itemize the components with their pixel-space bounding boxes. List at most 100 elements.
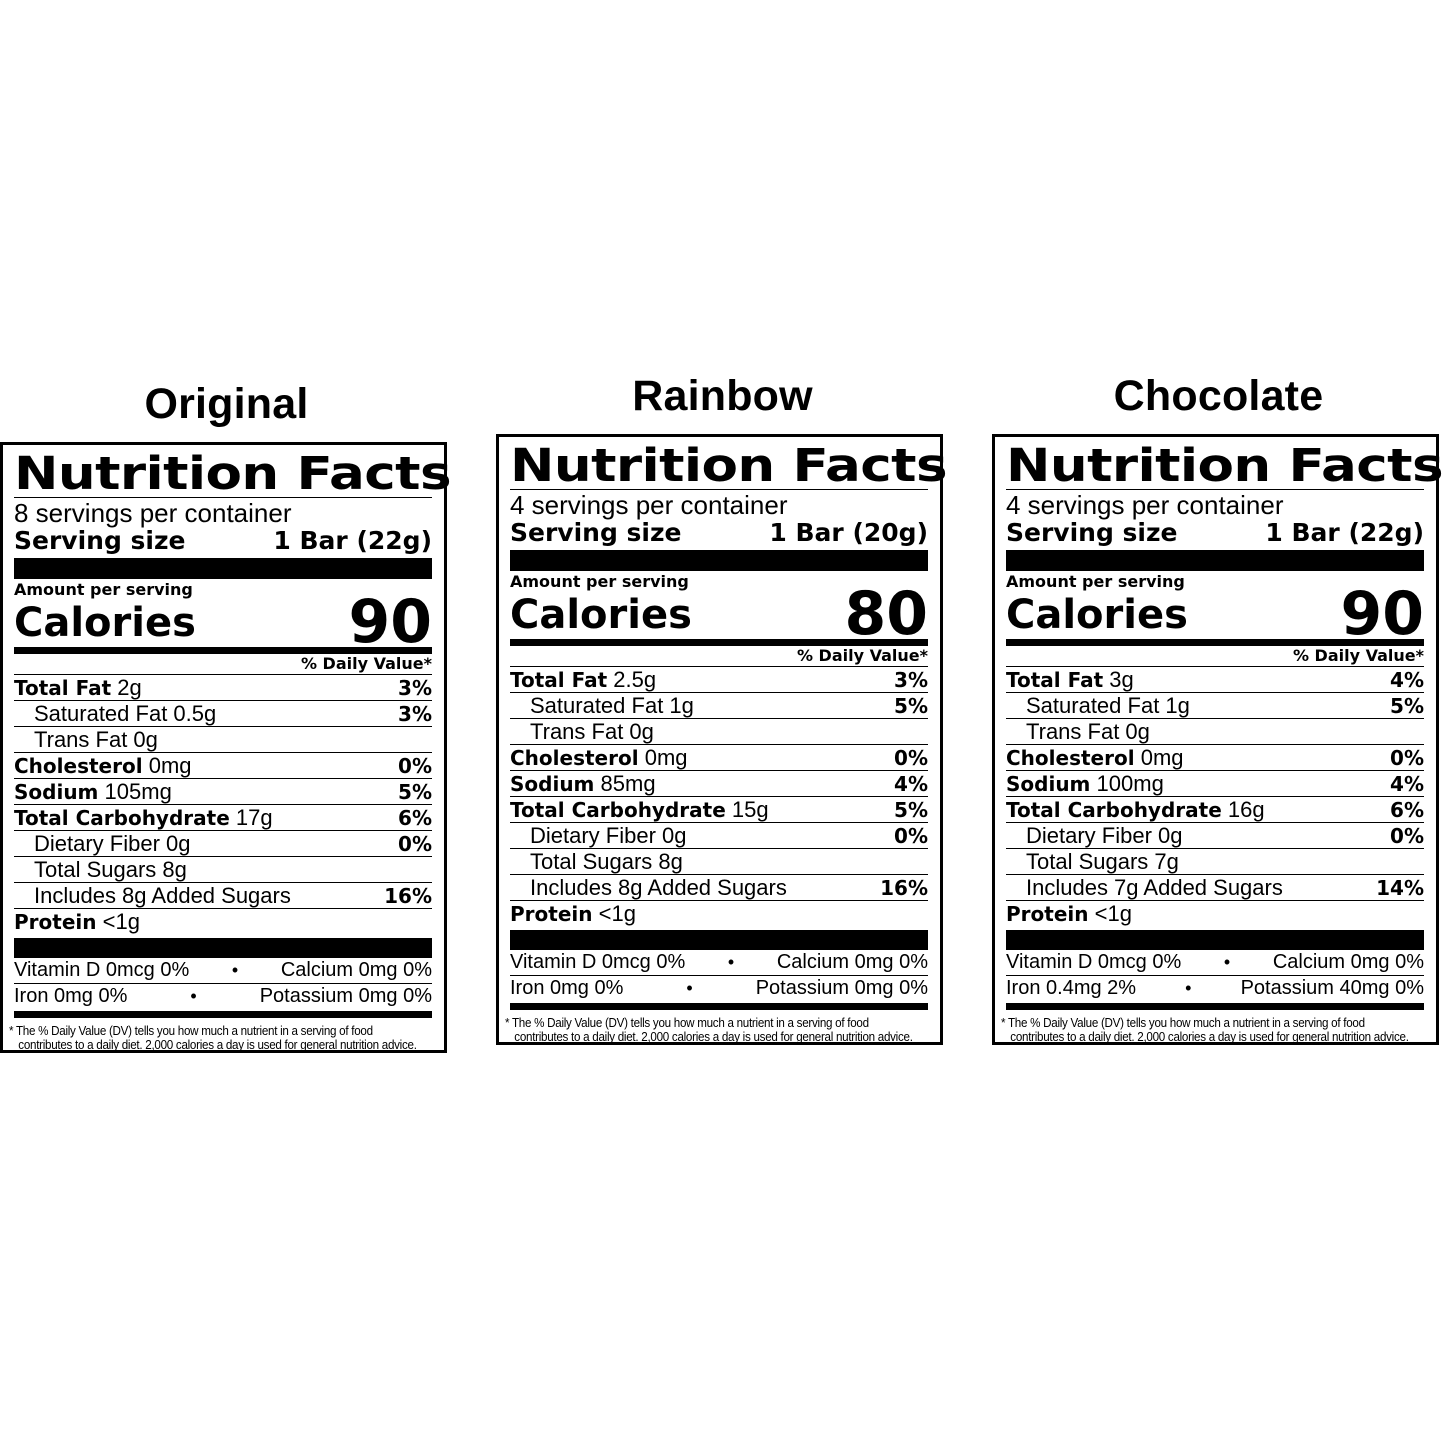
thick-divider: [1006, 550, 1424, 571]
nutrient-row: Dietary Fiber 0g 0%: [1006, 822, 1424, 848]
daily-value-percent: 0%: [894, 746, 928, 770]
nutrient-amount: 15g: [731, 797, 769, 822]
nutrient-row: Trans Fat 0g: [14, 726, 432, 752]
nutrition-facts-label: Nutrition Facts 8 servings per container…: [0, 442, 452, 1053]
daily-value-header: % Daily Value*: [1292, 646, 1424, 665]
nutrient-amount: Trans Fat 0g: [1026, 719, 1150, 744]
nutrient-label: Dietary Fiber 0g: [1006, 823, 1183, 848]
potassium: Potassium 0mg 0%: [755, 977, 928, 999]
nutrient-row: Total Sugars 7g: [1006, 848, 1424, 874]
daily-value-percent: 4%: [1390, 668, 1424, 692]
footnote-line: * The % Daily Value (DV) tells you how m…: [9, 1024, 373, 1038]
nutrient-label: Includes 7g Added Sugars: [1006, 875, 1283, 900]
nutrition-facts-label: Nutrition Facts 4 servings per container…: [496, 434, 948, 1045]
nutrient-row: Cholesterol 0mg 0%: [1006, 744, 1424, 770]
nutrient-name: Protein: [510, 902, 593, 926]
calcium: Calcium 0mg 0%: [280, 959, 432, 981]
thick-divider: [14, 558, 432, 579]
nutrient-label: Total Sugars 8g: [14, 857, 187, 882]
medium-divider: [510, 1003, 928, 1010]
nutrient-row: Protein <1g: [14, 908, 432, 934]
servings-per-container: 4 servings per container: [1006, 490, 1284, 520]
daily-value-percent: 14%: [1376, 876, 1424, 900]
nutrition-facts-heading: Nutrition Facts: [14, 447, 452, 500]
serving-size-label: Serving size: [1006, 518, 1178, 547]
calories-label: Calories: [1006, 592, 1188, 638]
servings-per-container: 4 servings per container: [510, 490, 788, 520]
nutrient-name: Total Carbohydrate: [1006, 798, 1222, 822]
nutrition-panel: Chocolate Nutrition Facts 4 servings per…: [992, 372, 1445, 1045]
nutrient-row: Includes 8g Added Sugars 16%: [510, 874, 928, 900]
serving-size-value: 1 Bar (22g): [1265, 518, 1424, 547]
nutrient-row: Saturated Fat 1g 5%: [510, 692, 928, 718]
vitamin-row: Iron 0.4mg 2% • Potassium 40mg 0%: [1006, 975, 1424, 1001]
nutrient-label: Trans Fat 0g: [14, 727, 158, 752]
amount-per-serving: Amount per serving: [1006, 572, 1185, 591]
vitamin-d: Vitamin D 0mcg 0%: [510, 951, 686, 973]
nutrient-amount: 100mg: [1096, 771, 1164, 796]
divider: [14, 497, 432, 498]
serving-size-label: Serving size: [510, 518, 682, 547]
iron: Iron 0mg 0%: [14, 985, 128, 1007]
nutrient-row: Sodium 85mg 4%: [510, 770, 928, 796]
nutrition-facts-heading: Nutrition Facts: [510, 439, 948, 492]
daily-value-percent: 4%: [894, 772, 928, 796]
footnote-line: contributes to a daily diet. 2,000 calor…: [514, 1030, 913, 1044]
calcium: Calcium 0mg 0%: [1272, 951, 1424, 973]
amount-per-serving: Amount per serving: [14, 580, 193, 599]
serving-size-value: 1 Bar (20g): [769, 518, 928, 547]
calcium: Calcium 0mg 0%: [776, 951, 928, 973]
daily-value-percent: 5%: [398, 780, 432, 804]
nutrient-label: Dietary Fiber 0g: [14, 831, 191, 856]
nutrient-row: Total Fat 3g 4%: [1006, 666, 1424, 692]
vitamin-d: Vitamin D 0mcg 0%: [1006, 951, 1182, 973]
nutrient-row: Total Carbohydrate 17g 6%: [14, 804, 432, 830]
potassium: Potassium 0mg 0%: [259, 985, 432, 1007]
nutrient-name: Total Carbohydrate: [14, 806, 230, 830]
nutrient-label: Protein <1g: [1006, 901, 1132, 927]
nutrient-label: Total Fat 2.5g: [510, 667, 656, 693]
daily-value-percent: 3%: [398, 676, 432, 700]
daily-value-percent: 0%: [894, 824, 928, 848]
nutrient-label: Sodium 100mg: [1006, 771, 1164, 797]
nutrient-label: Sodium 105mg: [14, 779, 172, 805]
nutrient-row: Saturated Fat 0.5g 3%: [14, 700, 432, 726]
nutrient-label: Saturated Fat 0.5g: [14, 701, 216, 726]
calories-label: Calories: [14, 600, 196, 646]
nutrient-amount: Dietary Fiber 0g: [34, 831, 191, 856]
daily-value-percent: 5%: [1390, 694, 1424, 718]
nutrient-row: Cholesterol 0mg 0%: [510, 744, 928, 770]
daily-value-percent: 6%: [398, 806, 432, 830]
daily-value-header: % Daily Value*: [796, 646, 928, 665]
nutrient-label: Includes 8g Added Sugars: [14, 883, 291, 908]
nutrient-rows: Total Fat 2g 3% Saturated Fat 0.5g 3% Trans …: [14, 674, 432, 934]
divider: [510, 489, 928, 490]
medium-divider: [14, 1011, 432, 1018]
daily-value-percent: 4%: [1390, 772, 1424, 796]
nutrient-name: Cholesterol: [14, 754, 143, 778]
nutrient-rows: Total Fat 2.5g 3% Saturated Fat 1g 5% Trans …: [510, 666, 928, 926]
vitamin-row: Iron 0mg 0% • Potassium 0mg 0%: [14, 983, 432, 1009]
nutrient-label: Dietary Fiber 0g: [510, 823, 687, 848]
nutrient-label: Total Fat 3g: [1006, 667, 1134, 693]
nutrition-facts-heading: Nutrition Facts: [1006, 439, 1444, 492]
nutrient-row: Protein <1g: [510, 900, 928, 926]
calories-value: 80: [844, 579, 929, 649]
vitamin-row: Iron 0mg 0% • Potassium 0mg 0%: [510, 975, 928, 1001]
nutrient-row: Total Sugars 8g: [510, 848, 928, 874]
calories-row: Calories 90: [1006, 584, 1424, 644]
calories-value: 90: [1340, 579, 1425, 649]
nutrient-name: Sodium: [1006, 772, 1091, 796]
calories-value: 90: [348, 587, 433, 657]
daily-value-percent: 5%: [894, 798, 928, 822]
nutrient-row: Sodium 105mg 5%: [14, 778, 432, 804]
iron: Iron 0mg 0%: [510, 977, 624, 999]
nutrient-name: Protein: [1006, 902, 1089, 926]
nutrient-amount: 3g: [1109, 667, 1134, 692]
nutrient-amount: <1g: [598, 901, 636, 926]
daily-value-percent: 0%: [398, 832, 432, 856]
medium-divider: [1006, 639, 1424, 646]
serving-size-value: 1 Bar (22g): [273, 526, 432, 555]
nutrient-amount: Total Sugars 8g: [34, 857, 187, 882]
footnote-line: * The % Daily Value (DV) tells you how m…: [505, 1016, 869, 1030]
